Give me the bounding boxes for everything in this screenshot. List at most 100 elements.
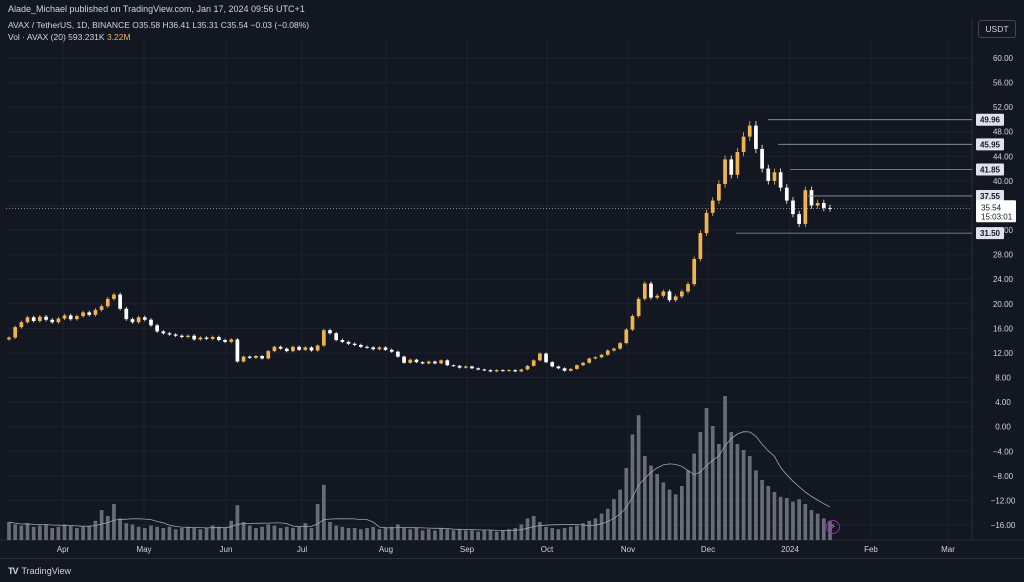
volume-bar: [56, 526, 61, 540]
y-tick-label: −4.00: [993, 447, 1014, 456]
candle-body: [550, 362, 555, 367]
volume-bar: [655, 474, 660, 540]
candle-body: [112, 294, 116, 299]
candle-body: [717, 183, 721, 201]
volume-legend[interactable]: Vol · AVAX (20) 593.231K 3.22M: [8, 32, 131, 42]
volume-bar: [334, 525, 339, 540]
x-tick-label: Aug: [379, 545, 393, 554]
volume-bar: [44, 524, 48, 540]
volume-bar: [321, 484, 326, 540]
y-tick-label: 56.00: [993, 79, 1014, 88]
candle-body: [723, 159, 727, 184]
price-chart[interactable]: 60.0056.0052.0048.0044.0040.0036.0032.00…: [0, 0, 1024, 558]
candle-body: [44, 316, 48, 320]
candle-body: [25, 317, 30, 323]
x-tick-label: Dec: [701, 545, 715, 554]
candle-body: [340, 340, 345, 342]
level-label: 45.95: [980, 140, 1001, 149]
candle-body: [698, 233, 703, 259]
candle-body: [408, 359, 413, 363]
y-tick-label: 16.00: [993, 324, 1014, 333]
candle-body: [254, 356, 258, 358]
candle-body: [297, 346, 301, 350]
candle-body: [630, 316, 635, 330]
volume-bar: [729, 432, 734, 540]
candle-body: [766, 168, 771, 181]
candle-body: [587, 358, 592, 363]
candle-body: [291, 346, 295, 352]
volume-bar: [155, 526, 160, 540]
volume-bar: [513, 528, 518, 540]
volume-bar: [778, 496, 783, 540]
change-value: −0.03 (−0.08%): [250, 20, 310, 30]
candle-body: [500, 370, 505, 372]
x-tick-label: Mar: [941, 545, 955, 554]
volume-bar: [760, 480, 764, 540]
candle-body: [494, 370, 499, 372]
symbol-legend[interactable]: AVAX / TetherUS, 1D, BINANCE O35.58 H36.…: [8, 20, 309, 30]
x-tick-label: Jul: [297, 545, 307, 554]
lightning-icon[interactable]: ⚡: [826, 520, 840, 534]
candle-body: [365, 346, 369, 348]
volume-bar: [803, 504, 808, 540]
candle-body: [513, 370, 518, 372]
candle-body: [167, 333, 172, 335]
volume-bar: [173, 529, 178, 540]
volume-bar: [284, 526, 289, 540]
volume-bar: [562, 528, 567, 540]
volume-bar: [717, 444, 721, 540]
volume-bar: [25, 523, 30, 540]
volume-bar: [612, 499, 616, 540]
candle-body: [581, 362, 585, 366]
volume-bar: [383, 528, 388, 540]
candle-body: [414, 359, 419, 363]
volume-bar: [636, 415, 641, 540]
candle-body: [161, 331, 166, 334]
volume-bar: [112, 504, 116, 540]
candle-body: [328, 330, 332, 334]
candle-body: [445, 360, 450, 366]
candle-body: [667, 291, 672, 301]
volume-bar: [204, 528, 209, 540]
symbol-name[interactable]: AVAX / TetherUS, 1D, BINANCE: [8, 20, 130, 30]
volume-ma-line: [8, 431, 831, 531]
candle-body: [7, 337, 11, 340]
volume-bar: [710, 426, 715, 540]
candle-body: [210, 336, 215, 339]
volume-bar: [784, 498, 789, 540]
footer: TV TradingView: [0, 558, 1024, 582]
candle-body: [470, 366, 474, 369]
candle-body: [679, 291, 684, 297]
candle-body: [463, 366, 468, 368]
tradingview-logo[interactable]: TV TradingView: [8, 566, 71, 576]
volume-bar: [457, 529, 462, 540]
level-label: 49.96: [980, 116, 1001, 125]
candle-body: [241, 356, 246, 362]
volume-value: 3.22M: [106, 32, 131, 42]
volume-bar: [815, 513, 820, 540]
volume-bar: [38, 525, 42, 540]
candle-body: [575, 365, 579, 369]
volume-bar: [118, 518, 122, 540]
volume-bar: [303, 523, 308, 540]
volume-bar: [704, 408, 709, 540]
currency-button[interactable]: USDT: [978, 20, 1016, 38]
candle-body: [315, 345, 320, 351]
volume-bar: [254, 528, 258, 540]
volume-bar: [75, 528, 79, 540]
volume-ma-value: 593.231K: [68, 32, 105, 42]
x-tick-label: Apr: [57, 545, 70, 554]
candle-body: [507, 370, 511, 372]
candle-body: [661, 291, 666, 296]
volume-bar: [7, 522, 11, 540]
volume-bar: [377, 529, 382, 540]
volume-bar: [414, 528, 419, 540]
level-label-bg: [976, 189, 1004, 202]
volume-bar: [821, 518, 826, 540]
level-label-bg: [976, 113, 1004, 126]
volume-bar: [328, 522, 332, 540]
volume-bar: [365, 528, 369, 540]
candle-body: [278, 346, 283, 349]
volume-bar: [692, 453, 697, 540]
high-value: 36.41: [168, 20, 190, 30]
